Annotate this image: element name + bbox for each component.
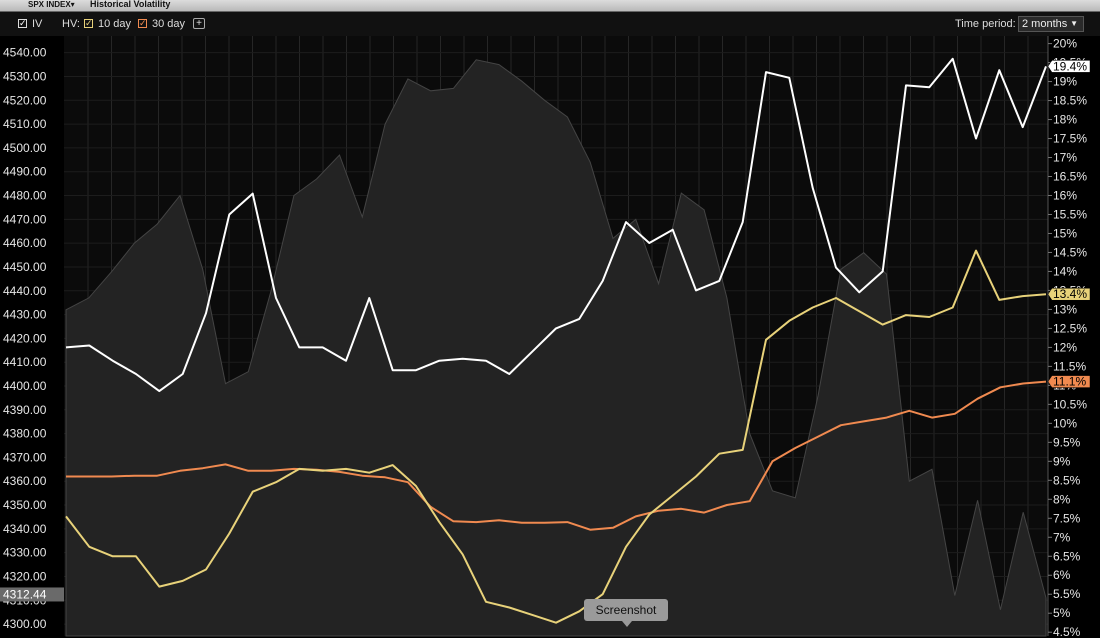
series-line-iv [65,57,1047,393]
vol-tick-label: 17% [1053,151,1077,165]
vol-tick-label: 12.5% [1053,321,1087,335]
vol-tick-label: 7.5% [1053,511,1081,525]
value-tag-10-day: 13.4% [1047,287,1091,301]
time-period-label: Time period: [955,18,1016,30]
price-tick-label: 4520.00 [3,93,47,107]
tooltip-text: Screenshot [595,603,657,617]
hv10-checkbox[interactable]: ✓ [84,18,93,28]
toolbar: ✓ IV HV: ✓ 10 day ✓ 30 day + Time period… [0,12,1100,36]
price-tick-label: 4530.00 [3,69,47,83]
vol-tick-label: 7% [1053,530,1071,544]
price-tick-label: 4340.00 [3,522,47,536]
vol-tick-label: 10% [1053,416,1077,430]
price-area [65,59,1047,637]
price-tick-label: 4510.00 [3,117,47,131]
vol-tick-label: 12% [1053,340,1077,354]
current-price-tag-shape [0,587,64,602]
chevron-down-icon: ▼ [1070,19,1078,28]
price-tick-label: 4430.00 [3,308,47,322]
series-line-30-day [66,380,1047,531]
vol-tick-label: 20% [1053,37,1077,51]
vol-tick-label: 18% [1053,113,1077,127]
window-titlebar: SPX INDEX▾ Historical Volatility [0,0,1100,12]
vol-tick-label: 13% [1053,302,1077,316]
vol-tick-label: 16% [1053,188,1077,202]
price-tick-label: 4410.00 [3,355,47,369]
vol-tick-label: 11.5% [1053,359,1086,373]
price-tick-label: 4330.00 [3,546,47,560]
price-tick-label: 4300.00 [3,617,47,631]
vol-tick-label: 19% [1053,75,1077,89]
price-tick-label: 4470.00 [3,212,47,226]
series-lines [65,57,1047,624]
current-price-label: 4312.44 [3,587,47,601]
price-axis: 4300.004310.004320.004330.004340.004350.… [3,46,47,631]
price-tick-label: 4390.00 [3,403,47,417]
vol-tick-label: 6% [1053,568,1071,582]
vol-tick-label: 15.5% [1053,207,1087,221]
value-tag-label: 11.1% [1053,375,1086,389]
vol-tick-label: 5% [1053,606,1071,620]
symbol-selector[interactable]: SPX INDEX▾ [28,0,75,9]
vol-tick-label: 8.5% [1053,473,1081,487]
hv10-label: 10 day [98,18,132,30]
value-tags: 11.1% 13.4% 19.4% 4312.44 [0,59,1091,602]
price-tick-label: 4540.00 [3,46,47,60]
hv30-label: 30 day [152,18,186,30]
price-tick-label: 4350.00 [3,498,47,512]
price-tick-label: 4440.00 [3,284,47,298]
volatility-chart[interactable]: 4300.004310.004320.004330.004340.004350.… [0,36,1100,638]
vol-tick-label: 4.5% [1053,625,1081,638]
add-study-button[interactable]: + [193,18,205,29]
price-tick-label: 4460.00 [3,236,47,250]
price-tick-label: 4450.00 [3,260,47,274]
vol-tick-label: 18.5% [1053,94,1087,108]
value-tag-iv: 19.4% [1047,59,1091,73]
window-title: Historical Volatility [90,0,171,9]
price-tick-label: 4400.00 [3,379,47,393]
vol-tick-label: 9% [1053,454,1071,468]
iv-checkbox[interactable]: ✓ [18,18,27,28]
price-tick-label: 4490.00 [3,165,47,179]
vol-tick-label: 8% [1053,492,1071,506]
vol-tick-label: 5.5% [1053,587,1081,601]
time-period-value: 2 months [1022,18,1068,30]
price-tick-label: 4360.00 [3,474,47,488]
vol-tick-label: 9.5% [1053,435,1081,449]
vol-tick-label: 10.5% [1053,397,1087,411]
price-area-fill [65,59,1047,637]
vol-tick-label: 6.5% [1053,549,1081,563]
value-tag-shape [1047,375,1091,388]
price-tick-label: 4380.00 [3,427,47,441]
price-tick-label: 4500.00 [3,141,47,155]
current-price-tag: 4312.44 [0,587,64,602]
value-tag-label: 19.4% [1053,59,1087,73]
vol-tick-label: 15% [1053,226,1077,240]
value-tag-30-day: 11.1% [1047,375,1091,389]
vol-tick-label: 14.5% [1053,245,1087,259]
volatility-axis: 4.5% 5% 5.5% 6% 6.5% 7% 7.5% 8% 8.5% 9% 9.5% 10% 10.… [1047,36,1087,638]
price-tick-label: 4420.00 [3,331,47,345]
price-tick-label: 4370.00 [3,450,47,464]
time-period-select[interactable]: 2 months ▼ [1018,16,1084,32]
value-tag-shape [1047,287,1091,301]
value-tag-label: 13.4% [1053,287,1087,301]
iv-label: IV [32,18,43,30]
series-line-10-day [65,249,1047,624]
hv-label: HV: [62,18,80,30]
screenshot-tooltip: Screenshot [584,599,668,627]
vol-tick-label: 14% [1053,264,1077,278]
hv30-checkbox[interactable]: ✓ [138,18,147,28]
price-tick-label: 4320.00 [3,569,47,583]
vol-tick-label: 16.5% [1053,170,1087,184]
value-tag-shape [1047,60,1091,73]
price-tick-label: 4480.00 [3,189,47,203]
vol-tick-label: 17.5% [1053,132,1087,146]
